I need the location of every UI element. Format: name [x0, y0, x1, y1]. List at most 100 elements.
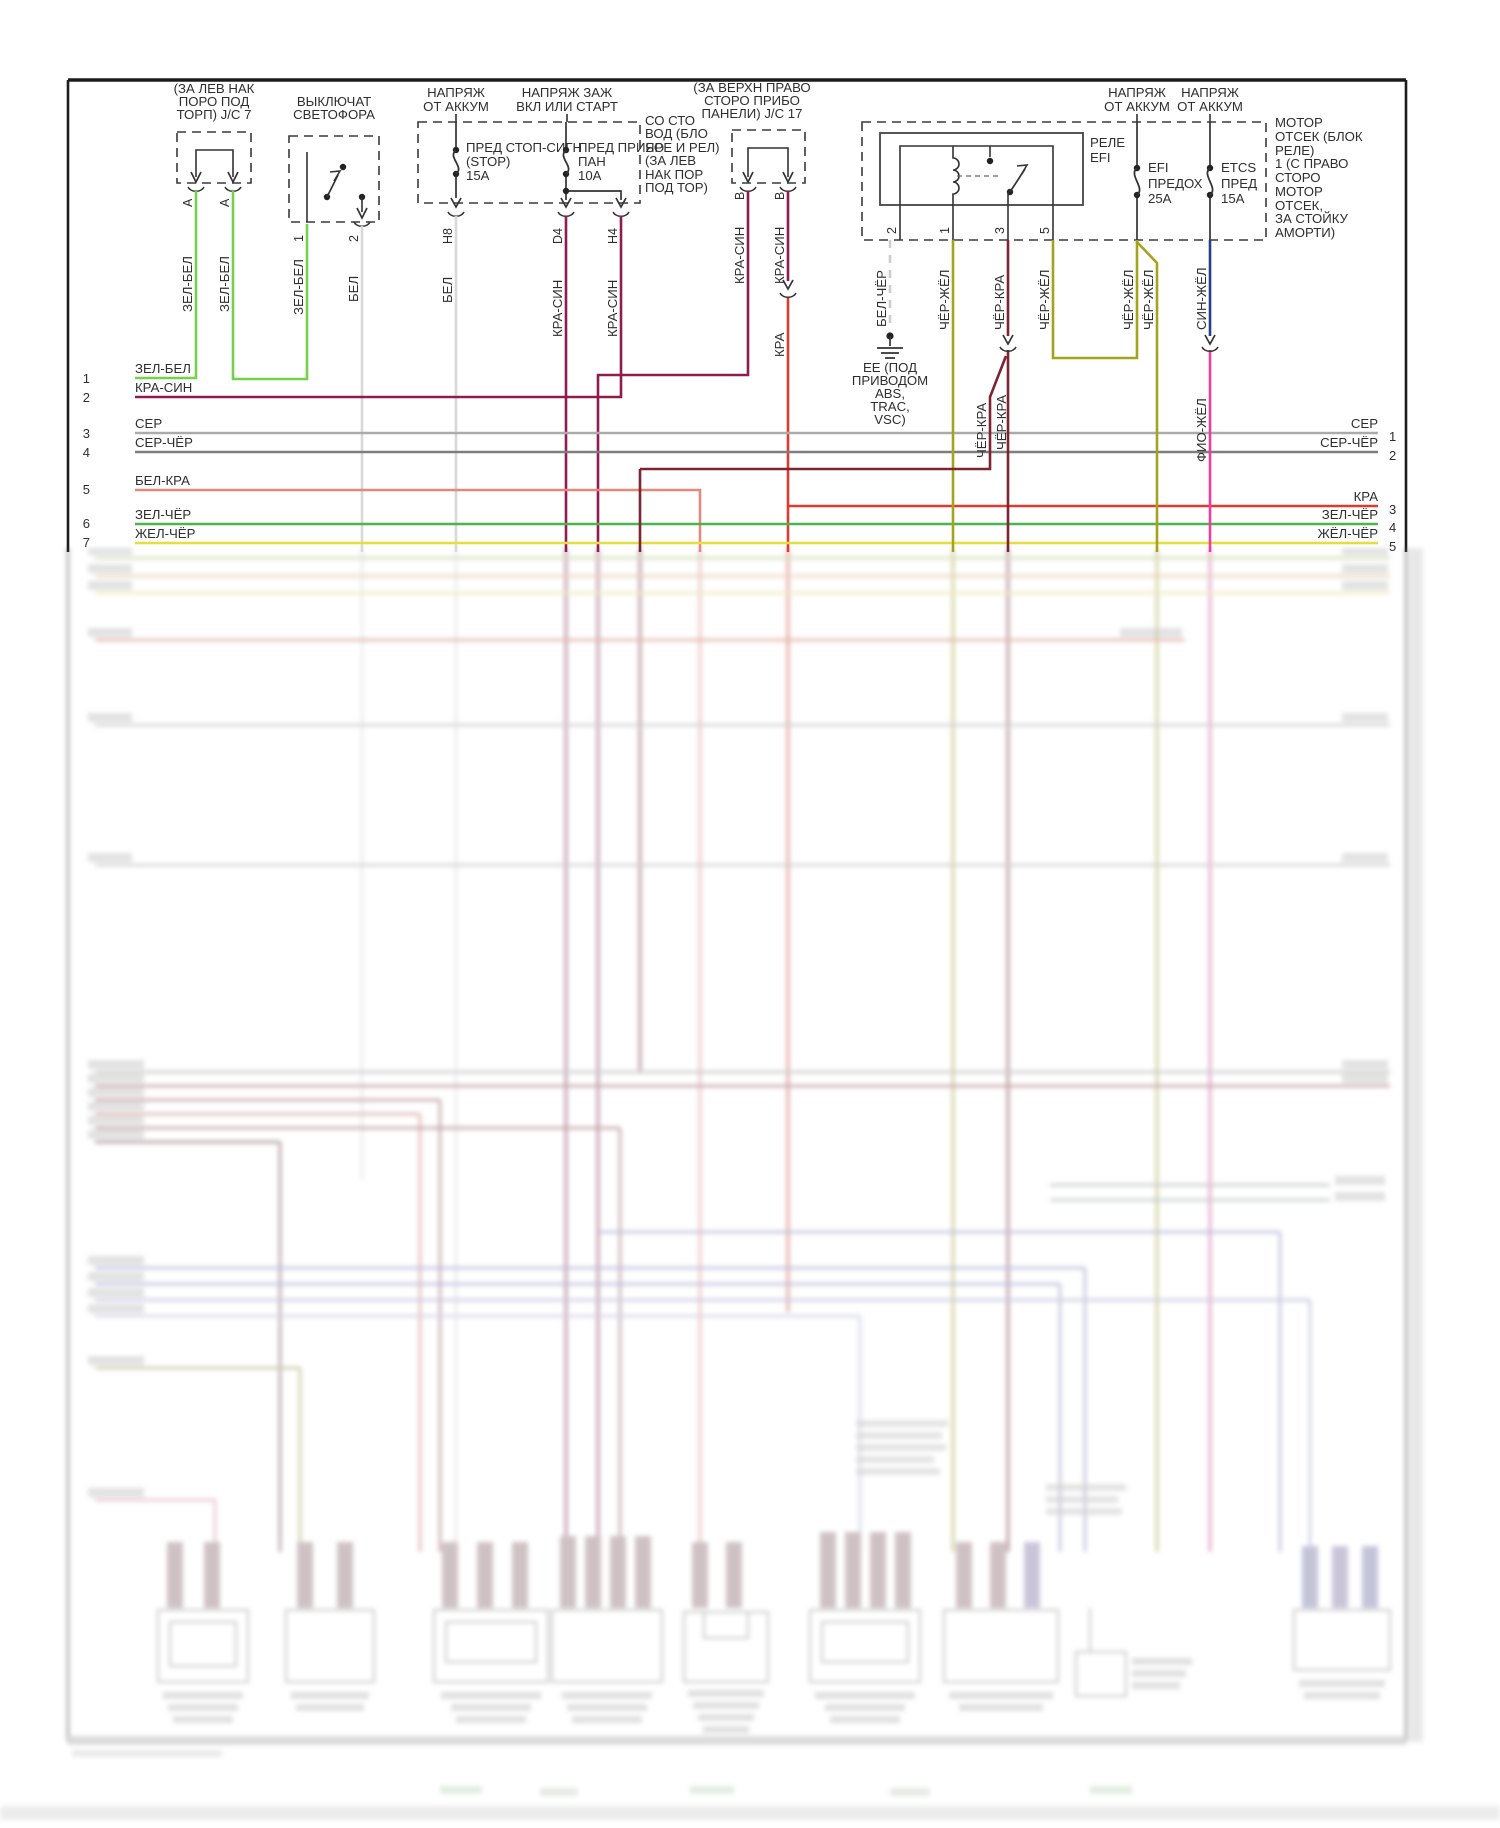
jc17-label-line1: (ЗА ВЕРХН ПРАВО — [693, 80, 810, 95]
fuse-efi-line1: EFI — [1148, 160, 1169, 175]
wire-label: БЕЛ — [346, 276, 361, 302]
left-row-label: КРА-СИН — [135, 380, 192, 395]
arrow-down-icon — [742, 171, 754, 184]
female-connector-icon — [779, 186, 797, 192]
wire-kra — [786, 298, 1378, 552]
ground-label-line2: ПРИВОДОМ — [852, 373, 928, 388]
arrow-down-icon — [782, 171, 794, 184]
fusebox-location-line1: СО СТО — [645, 113, 695, 128]
blurred-lower-section — [0, 548, 1500, 1828]
relay-location-line5: СТОРО — [1275, 170, 1321, 185]
wire-label: КРА — [772, 332, 787, 357]
wire-label: ЗЕЛ-БЕЛ — [217, 256, 232, 312]
relay-feed2-line2: ОТ АККУМ — [1177, 99, 1243, 114]
relay-feed1-line1: НАПРЯЖ — [1108, 85, 1166, 100]
arrow-down-icon — [560, 197, 572, 209]
arrow-down-icon — [615, 197, 627, 209]
fuse-icon — [452, 149, 460, 175]
right-row-num: 5 — [1389, 539, 1396, 554]
fuse-panel-line2: ПАН — [578, 154, 606, 169]
fuse-stop-line1: ПРЕД СТОП-СИГН — [466, 140, 582, 155]
wire-cher-zhel-branch — [1136, 241, 1159, 552]
relay-location-line1: МОТОР — [1275, 115, 1323, 130]
switch-label-line1: ВЫКЛЮЧАТ — [297, 94, 371, 109]
jc7-pin-a2: А — [218, 198, 232, 207]
switch-label-line2: СВЕТОФОРА — [293, 107, 375, 122]
arrow-down-icon — [190, 171, 202, 184]
relay-location-line8: ЗА СТОЙКУ — [1275, 211, 1349, 226]
fuse-box-left: НАПРЯЖ ОТ АККУМ НАПРЯЖ ЗАЖ ВКЛ ИЛИ СТАРТ… — [417, 85, 720, 244]
relay-location-line2: ОТСЕК (БЛОК — [1275, 129, 1363, 144]
relay-pin-3: 3 — [993, 227, 1007, 234]
female-connector-icon — [739, 186, 757, 192]
arrow-down-icon — [1204, 334, 1216, 346]
ground-label-line1: ЕЕ (ПОД — [863, 360, 917, 375]
left-row-label: ЗЕЛ-БЕЛ — [135, 361, 191, 376]
wire-label: КРА-СИН — [550, 280, 565, 337]
fuse-etcs-line2: ПРЕД — [1221, 176, 1257, 191]
jc7-label-line1: (ЗА ЛЕВ НАК — [174, 81, 255, 96]
ground-ee: ЕЕ (ПОД ПРИВОДОМ ABS, TRAC, VSC) — [852, 332, 928, 427]
right-row-num: 1 — [1389, 429, 1396, 444]
wire-label: ЧЁР-КРА — [974, 403, 989, 458]
fuse-efi-line3: 25А — [1148, 191, 1172, 206]
fusebox-location-line6: ПОД ТОР) — [645, 180, 708, 195]
left-row-num: 7 — [83, 535, 90, 550]
jc7-label-line3: ТОРП) J/C 7 — [177, 107, 252, 122]
fuse-panel-line3: 10А — [578, 168, 602, 183]
fusebox-location-line4: (ЗА ЛЕВ — [645, 153, 696, 168]
relay-name-line2: EFI — [1090, 150, 1111, 165]
jc7-pin-a1: А — [181, 198, 195, 207]
ground-icon — [877, 336, 903, 359]
wire-label: ЧЁР-ЖЁЛ — [1141, 270, 1156, 330]
left-row-num: 5 — [83, 482, 90, 497]
female-connector-icon — [779, 292, 797, 298]
rotated-wire-labels: ЗЕЛ-БЕЛ ЗЕЛ-БЕЛ ЗЕЛ-БЕЛ БЕЛ БЕЛ КРА-СИН … — [180, 227, 1209, 462]
left-bus-labels: 1 2 3 4 5 6 7 ЗЕЛ-БЕЛ КРА-СИН СЕР СЕР-ЧЁ… — [83, 361, 196, 550]
feed-ign-line1: НАПРЯЖ ЗАЖ — [522, 85, 612, 100]
relay-block-engine-compartment: НАПРЯЖ ОТ АККУМ НАПРЯЖ ОТ АККУМ РЕЛЕ EFI… — [861, 85, 1363, 241]
right-bus-labels: СЕР СЕР-ЧЁР КРА ЗЕЛ-ЧЁР ЖЁЛ-ЧЁР 1 2 3 4 … — [1318, 416, 1397, 554]
arrow-down-icon — [356, 207, 368, 220]
left-row-label: БЕЛ-КРА — [135, 473, 190, 488]
switch-pin-1: 1 — [292, 235, 306, 242]
feed-ign-line2: ВКЛ ИЛИ СТАРТ — [516, 99, 618, 114]
wire-kra-sin-row2 — [135, 216, 623, 399]
jc17-label-line2: СТОРО ПРИБО — [704, 93, 800, 108]
fuse-icon — [562, 149, 570, 175]
female-connector-icon — [187, 186, 205, 192]
pin-h8: H8 — [441, 228, 455, 244]
arrow-down-icon — [227, 171, 239, 184]
left-row-num: 2 — [83, 390, 90, 405]
right-row-label: КРА — [1354, 489, 1379, 504]
wires — [135, 191, 1378, 552]
fuse-icon — [1133, 167, 1141, 196]
fuse-stop-line3: 15А — [466, 168, 490, 183]
relay-feed1-line2: ОТ АККУМ — [1104, 99, 1170, 114]
right-row-label: ЗЕЛ-ЧЁР — [1322, 507, 1378, 522]
left-row-label: СЕР — [135, 416, 162, 431]
wire-zel-bel-row1 — [135, 191, 198, 380]
female-connector-icon — [447, 211, 465, 217]
wire-zel-bel-u — [231, 191, 309, 381]
jc17-pin-b1: В — [733, 192, 747, 200]
fuse-etcs-line1: ETCS — [1221, 160, 1256, 175]
female-connector-icon — [1201, 346, 1219, 352]
left-row-num: 1 — [83, 371, 90, 386]
left-row-label: ЗЕЛ-ЧЁР — [135, 507, 191, 522]
ground-label-line3: ABS, — [875, 386, 905, 401]
wire-label: ЧЁР-КРА — [992, 275, 1007, 330]
relay-pin-2: 2 — [885, 227, 899, 234]
fuse-etcs-line3: 15А — [1221, 191, 1245, 206]
female-connector-icon — [612, 211, 630, 217]
fuse-icon — [1206, 167, 1214, 196]
wire-label: ЧЁР-КРА — [994, 395, 1009, 450]
wire-label: КРА-СИН — [772, 227, 787, 284]
arrow-down-icon — [450, 197, 462, 209]
wire-label: ЧЁР-ЖЁЛ — [1037, 270, 1052, 330]
right-row-label: СЕР — [1351, 416, 1378, 431]
left-row-num: 4 — [83, 445, 90, 460]
wire-label: СИН-ЖЁЛ — [1194, 267, 1209, 330]
